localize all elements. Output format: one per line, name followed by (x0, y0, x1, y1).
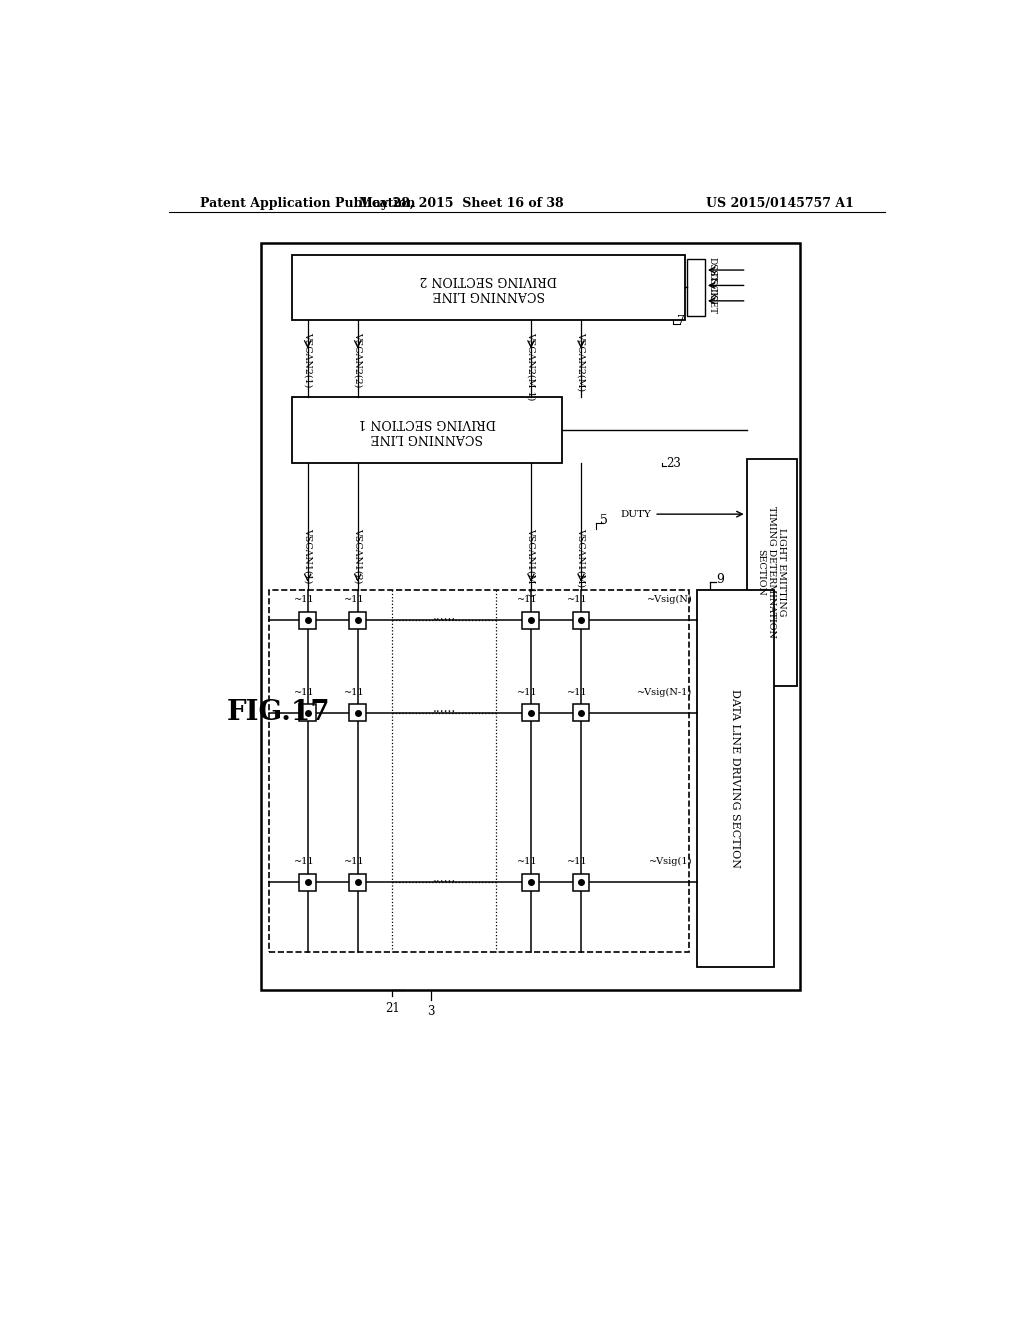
Bar (572, 612, 590, 628)
Text: SCANNING LINE
DRIVING SECTION 2: SCANNING LINE DRIVING SECTION 2 (420, 273, 557, 301)
Bar (686, 259, 705, 317)
Bar (261, 243, 801, 990)
Bar (522, 612, 540, 628)
Text: ~11: ~11 (343, 688, 365, 697)
Bar (299, 705, 316, 721)
Bar (522, 874, 540, 891)
Text: VSCAN1(M-1): VSCAN1(M-1) (526, 528, 536, 597)
Text: LIGHT EMITTING
TIMING DETERMINATION
SECTION: LIGHT EMITTING TIMING DETERMINATION SECT… (757, 507, 786, 638)
Text: DSET: DSET (708, 288, 717, 314)
Text: ......: ...... (433, 610, 456, 623)
Text: ~11: ~11 (517, 688, 538, 697)
Text: ~11: ~11 (294, 688, 314, 697)
Text: FIG.17: FIG.17 (226, 700, 331, 726)
Text: ~11: ~11 (294, 595, 314, 605)
Text: ......: ...... (433, 871, 456, 884)
Text: 7: 7 (677, 315, 685, 329)
Bar (299, 612, 316, 628)
Bar (522, 705, 540, 721)
Text: ~Vsig(1): ~Vsig(1) (649, 857, 692, 866)
Text: VSCAN2(M-1): VSCAN2(M-1) (526, 331, 536, 400)
Text: ~11: ~11 (567, 688, 588, 697)
Text: VSCAN2(2): VSCAN2(2) (353, 331, 362, 387)
Text: DSST: DSST (708, 257, 717, 282)
Text: ~11: ~11 (343, 857, 365, 866)
Bar (349, 612, 367, 628)
Text: 23: 23 (667, 457, 681, 470)
Bar (349, 705, 367, 721)
Text: 9: 9 (716, 573, 724, 586)
Text: ~Vsig(N): ~Vsig(N) (647, 595, 692, 605)
Bar (746, 459, 797, 686)
Text: ~11: ~11 (567, 595, 588, 605)
Text: ~11: ~11 (567, 857, 588, 866)
Bar (572, 874, 590, 891)
Bar (292, 397, 562, 462)
Text: SCANNING LINE
DRIVING SECTION 1: SCANNING LINE DRIVING SECTION 1 (358, 416, 496, 444)
Bar (292, 255, 685, 321)
Text: VSCAN1(M): VSCAN1(M) (577, 528, 586, 587)
Text: US 2015/0145757 A1: US 2015/0145757 A1 (707, 197, 854, 210)
Bar (696, 590, 773, 966)
Bar (572, 705, 590, 721)
Text: ~11: ~11 (517, 857, 538, 866)
Text: VSCAN2(1): VSCAN2(1) (303, 331, 312, 387)
Text: 5: 5 (600, 513, 608, 527)
Text: ~Vsig(N-1): ~Vsig(N-1) (637, 688, 692, 697)
Text: ~11: ~11 (517, 595, 538, 605)
Text: May 28, 2015  Sheet 16 of 38: May 28, 2015 Sheet 16 of 38 (359, 197, 564, 210)
Bar (269, 590, 689, 952)
Text: DATA LINE DRIVING SECTION: DATA LINE DRIVING SECTION (730, 689, 740, 867)
Text: 3: 3 (427, 1006, 434, 1019)
Text: VSCAN2(M): VSCAN2(M) (577, 331, 586, 391)
Text: Patent Application Publication: Patent Application Publication (200, 197, 416, 210)
Bar (299, 874, 316, 891)
Text: ......: ...... (433, 702, 456, 715)
Text: VSCAN1(1): VSCAN1(1) (303, 528, 312, 583)
Text: ~11: ~11 (294, 857, 314, 866)
Bar (349, 874, 367, 891)
Text: DSCK: DSCK (708, 272, 717, 300)
Text: VSCAN1(2): VSCAN1(2) (353, 528, 362, 583)
Text: DUTY: DUTY (621, 510, 651, 519)
Text: ~11: ~11 (343, 595, 365, 605)
Text: 21: 21 (385, 1002, 399, 1015)
